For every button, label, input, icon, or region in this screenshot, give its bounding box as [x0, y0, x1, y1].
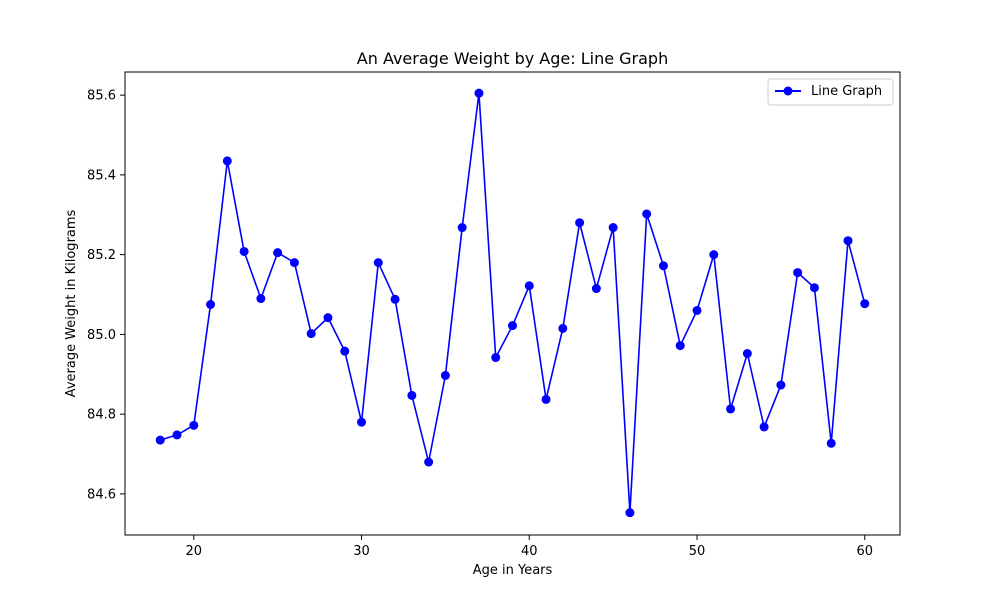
data-point [558, 323, 568, 333]
legend-marker-swatch [783, 86, 793, 96]
data-point [524, 281, 534, 291]
data-point [675, 341, 685, 351]
data-point [457, 223, 467, 233]
x-tick-label: 50 [689, 544, 706, 559]
data-point [860, 299, 870, 309]
data-point [206, 300, 216, 309]
y-tick-label: 85.2 [87, 248, 116, 263]
y-tick-label: 85.0 [87, 328, 116, 343]
data-point [155, 435, 165, 445]
legend-box [767, 78, 894, 106]
data-point [508, 321, 517, 331]
y-tick-label: 85.6 [87, 89, 116, 104]
x-tick-label: 40 [521, 544, 538, 559]
data-point [256, 294, 266, 304]
data-point [692, 305, 702, 315]
data-point [474, 88, 484, 98]
data-point [591, 284, 601, 294]
data-point [289, 258, 299, 268]
data-point [323, 313, 333, 323]
x-axis-label: Age in Years [473, 563, 553, 578]
data-point [222, 156, 232, 166]
data-point [575, 218, 585, 228]
y-tick-label: 84.6 [87, 487, 116, 502]
legend-label: Line Graph [811, 84, 882, 99]
data-point [776, 380, 786, 390]
data-point [625, 508, 635, 518]
data-point [826, 438, 836, 448]
data-point [759, 422, 769, 432]
data-point [172, 430, 182, 440]
data-point [491, 353, 501, 363]
data-point [541, 394, 551, 404]
data-point [340, 346, 350, 356]
data-point [440, 370, 450, 380]
data-point [843, 236, 853, 246]
x-tick-label: 30 [353, 544, 370, 559]
plot-area [155, 88, 870, 518]
data-point [793, 268, 803, 278]
data-point [726, 404, 736, 414]
data-point [809, 283, 819, 293]
data-point [742, 349, 752, 359]
data-point [273, 248, 283, 258]
series-line [159, 92, 866, 514]
x-tick-label: 20 [186, 544, 203, 559]
plot-frame [124, 71, 901, 536]
data-point [390, 294, 400, 304]
data-point [373, 258, 383, 268]
y-axis-label: Average Weight in Kilograms [64, 209, 79, 397]
data-point [189, 420, 199, 430]
data-point [608, 223, 618, 233]
y-tick-label: 84.8 [87, 408, 116, 423]
x-tick-label: 60 [856, 544, 873, 559]
data-point [407, 390, 417, 400]
x-axis: 20 30 40 50 60 [186, 535, 873, 559]
data-point [709, 250, 719, 260]
y-tick-label: 85.4 [87, 168, 116, 183]
legend: Line Graph [767, 78, 894, 106]
data-point [239, 246, 249, 256]
chart-title: An Average Weight by Age: Line Graph [357, 49, 668, 68]
y-axis: 84.6 84.8 85.0 85.2 85.4 85.6 [87, 89, 125, 502]
data-point [306, 329, 316, 339]
data-point [424, 457, 434, 467]
data-point [357, 417, 367, 427]
data-point [658, 261, 668, 271]
data-point [642, 209, 652, 219]
